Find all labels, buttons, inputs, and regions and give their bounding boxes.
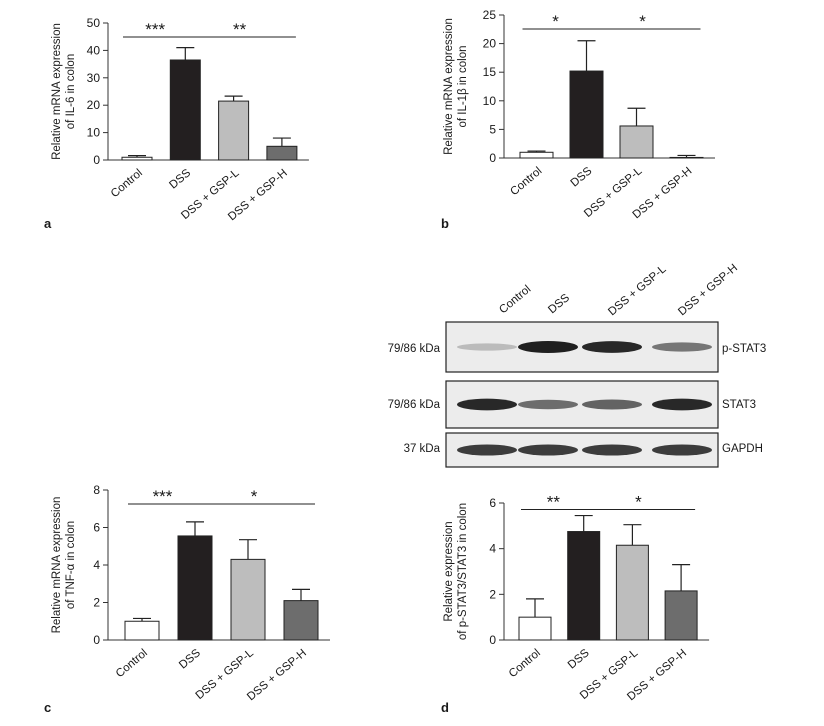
blot-strip-pstat3 xyxy=(445,321,719,373)
blot-band-gsp-h xyxy=(652,398,712,411)
panel-letter-d: d xyxy=(441,700,449,715)
bar-gsp-l xyxy=(615,544,649,641)
bar-dss xyxy=(177,535,213,641)
category-label-dss: DSS xyxy=(167,167,193,192)
blot-strip-gapdh xyxy=(445,432,719,468)
y-axis-label: of TNF-α in colon xyxy=(65,521,77,609)
blot-band-gsp-h xyxy=(652,444,712,456)
blot-lane-label-gspl: DSS + GSP-L xyxy=(606,263,669,318)
bar-gsp-l xyxy=(619,125,654,159)
blot-lane-label-gsph: DSS + GSP-H xyxy=(676,262,740,318)
bar-control xyxy=(121,156,153,161)
category-label-control: Control xyxy=(508,165,544,198)
y-axis-label: Relative mRNA expression xyxy=(443,18,455,155)
blot-lane-label-dss: DSS xyxy=(546,292,572,317)
y-tick-label: 20 xyxy=(483,37,497,51)
blot-protein-label-pstat3: p-STAT3 xyxy=(722,343,766,355)
blot-band-gsp-l xyxy=(582,444,642,456)
y-axis-label: of IL-1β in colon xyxy=(457,45,469,127)
bar-gsp-h xyxy=(266,145,298,161)
bar-gsp-h xyxy=(283,600,319,641)
bar-gsp-h xyxy=(664,590,698,641)
chart-il1b: 0 5 10 15 20 25 Relative mRNA expression of IL-… xyxy=(443,8,715,221)
category-label-dss: DSS xyxy=(177,647,203,672)
blot-band-control xyxy=(457,398,517,411)
bar-dss xyxy=(569,70,604,159)
blot-band-dss xyxy=(518,341,578,353)
y-tick-label: 6 xyxy=(93,521,100,535)
blot-lane-label-control: Control xyxy=(497,283,533,316)
blot-band-control xyxy=(457,444,517,456)
significance-label: * xyxy=(251,487,258,506)
chart-il6: 0 10 20 30 40 50 Relative mRNA expression of IL… xyxy=(51,16,309,223)
bar-dss xyxy=(169,59,201,161)
significance-label: * xyxy=(552,12,559,31)
bar-gsp-h xyxy=(669,156,704,159)
panel-letter-c: c xyxy=(44,700,51,715)
blot-band-gsp-l xyxy=(582,399,642,410)
y-tick-label: 6 xyxy=(489,496,496,510)
y-tick-label: 30 xyxy=(87,71,101,85)
blot-band-gsp-l xyxy=(582,341,642,353)
bar-control xyxy=(519,151,554,159)
y-axis-label: of IL-6 in colon xyxy=(65,54,77,129)
category-label-dss: DSS xyxy=(569,165,595,190)
blot-kda-label-gapdh: 37 kDa xyxy=(404,443,441,455)
y-tick-label: 0 xyxy=(489,151,496,165)
blot-protein-label-gapdh: GAPDH xyxy=(722,443,763,455)
panel-letter-b: b xyxy=(441,216,449,231)
bar-gsp-l xyxy=(218,100,250,161)
y-tick-label: 4 xyxy=(489,542,496,556)
category-label-dss: DSS xyxy=(566,647,592,672)
y-tick-label: 5 xyxy=(489,122,496,136)
blot-kda-label-pstat3: 79/86 kDa xyxy=(388,343,441,355)
y-tick-label: 10 xyxy=(483,94,497,108)
category-label-control: Control xyxy=(109,167,145,200)
y-tick-label: 2 xyxy=(489,587,496,601)
blot-band-dss xyxy=(518,444,578,456)
chart-pstat3-ratio: 0 2 4 6 Relative expression of p-STAT3/STAT3 … xyxy=(443,493,710,703)
significance-label: *** xyxy=(153,487,173,506)
y-tick-label: 50 xyxy=(87,16,101,30)
y-tick-label: 0 xyxy=(93,153,100,167)
panel-letter-a: a xyxy=(44,216,52,231)
y-axis-label: Relative mRNA expression xyxy=(51,497,63,634)
y-tick-label: 20 xyxy=(87,98,101,112)
y-axis-label: Relative mRNA expression xyxy=(51,23,63,160)
blot-protein-label-stat3: STAT3 xyxy=(722,399,756,411)
bar-gsp-l xyxy=(230,558,266,641)
significance-label: ** xyxy=(233,20,247,39)
blot-band-dss xyxy=(518,399,578,410)
significance-label: *** xyxy=(145,20,165,39)
y-tick-label: 40 xyxy=(87,43,101,57)
significance-label: ** xyxy=(547,493,561,512)
significance-label: * xyxy=(639,12,646,31)
y-tick-label: 0 xyxy=(489,633,496,647)
y-tick-label: 0 xyxy=(93,633,100,647)
y-tick-label: 8 xyxy=(93,483,100,497)
blot-band-control xyxy=(457,343,517,351)
y-tick-label: 10 xyxy=(87,126,101,140)
y-tick-label: 2 xyxy=(93,596,100,610)
y-tick-label: 25 xyxy=(483,8,497,22)
category-label-control: Control xyxy=(114,647,150,680)
chart-tnfa: 0 2 4 6 8 Relative mRNA expression of TNF-α in… xyxy=(51,483,330,703)
blot-kda-label-stat3: 79/86 kDa xyxy=(388,399,441,411)
y-axis-label: of p-STAT3/STAT3 in colon xyxy=(457,503,469,640)
significance-label: * xyxy=(635,493,642,512)
bar-dss xyxy=(567,531,601,641)
y-tick-label: 15 xyxy=(483,65,497,79)
blot-strip-stat3 xyxy=(445,380,719,429)
y-axis-label: Relative expression xyxy=(443,521,455,621)
y-tick-label: 4 xyxy=(93,558,100,572)
blot-band-gsp-h xyxy=(652,342,712,352)
bar-control xyxy=(518,616,552,641)
western-blot: Control DSS DSS + GSP-L DSS + GSP-H 79/8… xyxy=(388,262,766,468)
category-label-control: Control xyxy=(507,647,543,680)
bar-control xyxy=(124,620,160,641)
